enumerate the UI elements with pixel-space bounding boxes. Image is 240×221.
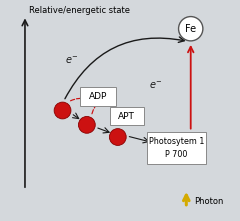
Text: Fe: Fe xyxy=(185,24,196,34)
Circle shape xyxy=(179,17,203,41)
Text: Photon: Photon xyxy=(194,197,223,206)
FancyBboxPatch shape xyxy=(147,132,206,164)
Text: Photosytem 1
P 700: Photosytem 1 P 700 xyxy=(149,137,204,159)
Text: APT: APT xyxy=(118,112,135,120)
Text: Relative/energetic state: Relative/energetic state xyxy=(29,6,130,15)
FancyBboxPatch shape xyxy=(80,87,116,105)
Text: ADP: ADP xyxy=(89,92,107,101)
Circle shape xyxy=(54,102,71,119)
Circle shape xyxy=(78,116,95,133)
Text: e$^{-}$: e$^{-}$ xyxy=(65,55,78,66)
FancyBboxPatch shape xyxy=(109,107,144,126)
Text: e$^{-}$: e$^{-}$ xyxy=(149,80,162,91)
Circle shape xyxy=(109,129,126,145)
